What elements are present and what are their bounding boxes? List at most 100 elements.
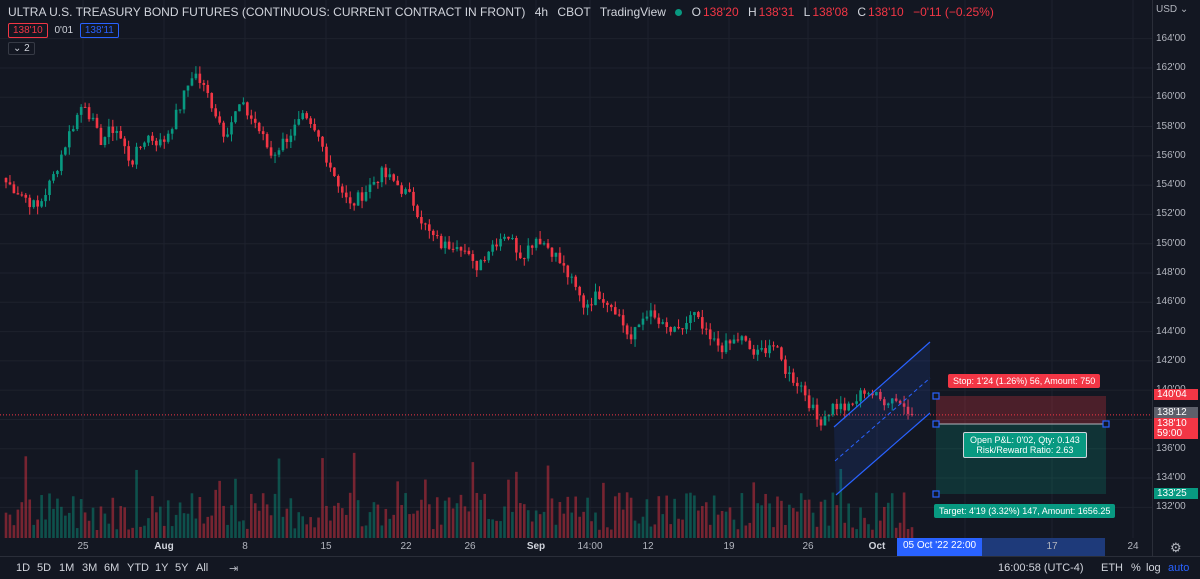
volume-bar — [823, 499, 827, 538]
candle-body — [356, 192, 360, 206]
volume-bar — [562, 513, 566, 538]
range-all-button[interactable]: All — [196, 562, 209, 574]
volume-bar — [431, 529, 435, 538]
position-handle — [932, 490, 940, 498]
range-3m-button[interactable]: 3M — [82, 562, 98, 574]
candle-body — [360, 192, 364, 201]
candle-body — [566, 265, 570, 278]
volume-bar — [693, 495, 696, 538]
volume-bar — [83, 512, 87, 538]
candle-body — [60, 154, 63, 171]
volume-bar — [621, 509, 625, 538]
price-tick-label: 156'00 — [1156, 149, 1186, 161]
volume-bar — [60, 506, 63, 538]
candle-body — [728, 340, 732, 344]
candle-body — [507, 236, 510, 239]
candle-body — [408, 189, 411, 192]
symbol-title[interactable]: ULTRA U.S. TREASURY BOND FUTURES (CONTIN… — [8, 5, 526, 19]
volume-bar — [534, 510, 538, 538]
candle-body — [693, 312, 696, 316]
volume-bar — [253, 503, 257, 538]
candle-body — [629, 334, 633, 340]
volume-bar — [879, 520, 882, 538]
volume-bar — [123, 507, 126, 538]
volume-bar — [902, 492, 906, 538]
range-1m-button[interactable]: 1M — [59, 562, 75, 574]
interval-label[interactable]: 4h — [534, 5, 549, 19]
volume-bar — [68, 512, 71, 538]
position-handle — [932, 392, 940, 400]
volume-bar — [75, 528, 79, 538]
candle-body — [574, 276, 578, 287]
volume-bar — [404, 493, 407, 538]
volume-bar — [198, 497, 202, 538]
candle-body — [257, 122, 261, 132]
range-6m-button[interactable]: 6M — [104, 562, 120, 574]
candle-body — [214, 108, 217, 117]
candle-body — [170, 129, 174, 134]
exchange-label: CBOT — [557, 5, 591, 19]
risk-reward-text: Risk/Reward Ratio: 2.63 — [976, 445, 1074, 455]
time-tick: 15 — [320, 541, 332, 552]
range-1y-button[interactable]: 1Y — [155, 562, 169, 574]
volume-bar — [451, 508, 455, 538]
range-5d-button[interactable]: 5D — [37, 562, 52, 574]
volume-bar — [447, 497, 451, 538]
volume-bar — [495, 520, 498, 538]
chart-area[interactable] — [0, 0, 1152, 538]
volume-bar — [689, 492, 692, 538]
settings-gear-icon[interactable]: ⚙ — [1170, 540, 1182, 555]
candle-body — [40, 201, 43, 207]
candle-body — [475, 260, 479, 271]
percent-scale-button[interactable]: % — [1131, 562, 1141, 574]
candle-body — [799, 385, 803, 387]
candle-body — [511, 237, 514, 239]
volume-bar — [127, 529, 130, 538]
candle-body — [376, 182, 380, 184]
candle-body — [115, 130, 119, 133]
clock-time[interactable]: 16:00:58 (UTC-4) — [998, 562, 1084, 574]
candlestick-chart[interactable] — [0, 0, 1152, 538]
candle-body — [724, 340, 728, 353]
range-ytd-button[interactable]: YTD — [127, 562, 149, 574]
range-5y-button[interactable]: 5Y — [175, 562, 189, 574]
sell-price-button[interactable]: 138'10 — [8, 23, 48, 38]
time-tick: 17 — [1046, 541, 1058, 552]
candle-body — [340, 186, 344, 193]
candle-body — [720, 345, 724, 353]
candle-body — [420, 217, 423, 224]
volume-bar — [835, 505, 839, 538]
position-handle — [932, 420, 940, 428]
candle-body — [819, 419, 823, 426]
time-tick: 8 — [242, 541, 248, 552]
log-scale-button[interactable]: log — [1146, 562, 1161, 574]
date-range-icon[interactable]: ⇥ — [229, 563, 239, 575]
time-axis[interactable]: 25 Aug 8 15 22 26 Sep 14:00 12 19 26 Oct… — [0, 538, 1152, 556]
auto-scale-button[interactable]: auto — [1168, 562, 1190, 574]
time-tick: Sep — [526, 541, 546, 552]
candle-body — [91, 117, 95, 120]
candle-body — [641, 318, 645, 325]
volume-bar — [408, 514, 411, 538]
indicators-toggle-button[interactable]: ⌄ 2 — [8, 42, 35, 55]
volume-bar — [839, 468, 843, 538]
volume-bar — [475, 492, 479, 538]
volume-bar — [792, 508, 795, 538]
buy-price-button[interactable]: 138'11 — [79, 23, 119, 38]
time-tick: 19 — [723, 541, 735, 552]
volume-bar — [685, 493, 688, 538]
range-1d-button[interactable]: 1D — [16, 562, 31, 574]
candle-body — [811, 404, 815, 409]
candle-body — [202, 82, 206, 85]
volume-bar — [317, 517, 320, 538]
volume-bar — [246, 528, 249, 538]
candle-body — [906, 406, 910, 414]
bottom-toolbar: 1D 5D 1M 3M 6M YTD 1Y 5Y All ⇥ 16:00:58 … — [0, 556, 1200, 579]
currency-selector[interactable]: USD ⌄ — [1156, 4, 1189, 15]
volume-bar — [550, 498, 554, 538]
volume-bar — [788, 504, 791, 538]
candle-body — [673, 326, 676, 332]
session-button[interactable]: ETH — [1101, 562, 1123, 574]
price-axis[interactable] — [1152, 0, 1200, 556]
candle-body — [451, 248, 455, 250]
